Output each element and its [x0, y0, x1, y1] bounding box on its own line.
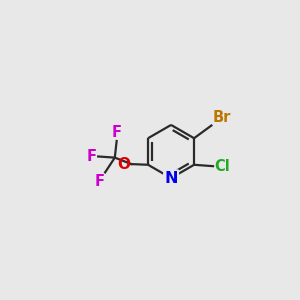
Text: F: F	[112, 124, 122, 140]
Text: Br: Br	[212, 110, 231, 125]
Text: O: O	[117, 157, 130, 172]
Text: F: F	[94, 174, 104, 189]
Text: N: N	[164, 171, 178, 186]
Text: F: F	[87, 149, 97, 164]
Text: Cl: Cl	[214, 159, 230, 174]
